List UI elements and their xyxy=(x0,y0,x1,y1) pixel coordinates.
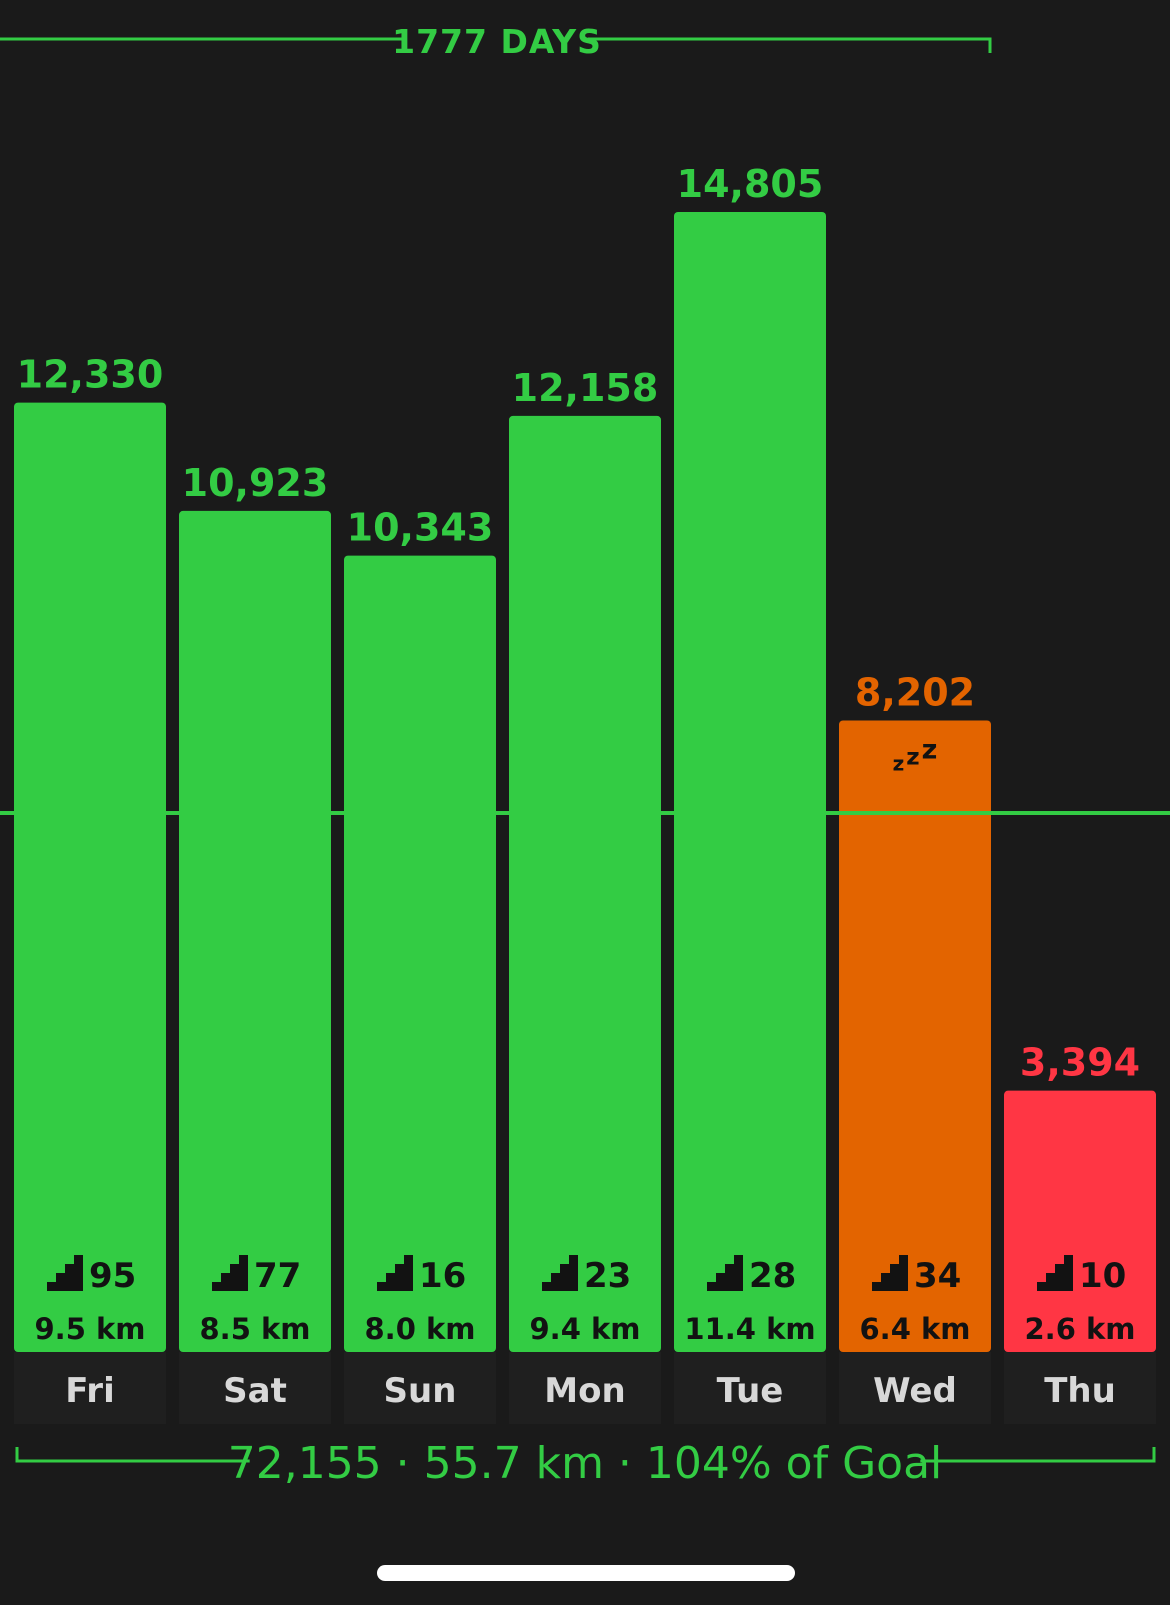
streak-bracket xyxy=(0,37,992,53)
day-label: Sat xyxy=(223,1371,287,1411)
streak-label: 1777 DAYS xyxy=(392,22,602,61)
stairs-icon xyxy=(377,1255,413,1291)
distance-label: 2.6 km xyxy=(1025,1312,1136,1346)
floors-label: 10 xyxy=(1079,1256,1126,1296)
summary-bracket xyxy=(15,1447,1156,1463)
day-label: Wed xyxy=(873,1371,957,1411)
stairs-icon xyxy=(212,1255,248,1291)
stairs-icon xyxy=(707,1255,743,1291)
value-label: 8,202 xyxy=(855,670,975,714)
value-label: 10,923 xyxy=(182,461,329,505)
stairs-icon xyxy=(542,1255,578,1291)
day-band xyxy=(14,1352,166,1424)
value-label: 14,805 xyxy=(677,162,824,206)
day-label: Fri xyxy=(65,1371,114,1411)
distance-label: 9.4 km xyxy=(530,1312,641,1346)
value-label: 12,330 xyxy=(17,353,164,397)
bars xyxy=(14,212,1156,1353)
bar-mon[interactable] xyxy=(509,415,661,1353)
day-band xyxy=(674,1352,826,1424)
sleep-icon: zzz xyxy=(893,734,938,775)
home-indicator[interactable] xyxy=(377,1565,795,1581)
distance-label: 8.0 km xyxy=(365,1312,476,1346)
day-label: Thu xyxy=(1044,1371,1116,1411)
stairs-icon xyxy=(47,1255,83,1291)
day-label: Mon xyxy=(544,1371,625,1411)
bar-sun[interactable] xyxy=(344,555,496,1352)
distance-label: 11.4 km xyxy=(684,1312,815,1346)
distance-label: 8.5 km xyxy=(200,1312,311,1346)
stairs-icon xyxy=(1037,1255,1073,1291)
floors-label: 28 xyxy=(749,1256,796,1296)
day-bands xyxy=(14,1352,1156,1424)
value-label: 3,394 xyxy=(1020,1041,1140,1085)
floors-label: 23 xyxy=(584,1256,631,1296)
bar-tue[interactable] xyxy=(674,212,826,1352)
bar-fri[interactable] xyxy=(14,402,166,1353)
day-band xyxy=(344,1352,496,1424)
day-label: Tue xyxy=(717,1371,784,1411)
value-label: 10,343 xyxy=(347,506,494,550)
day-band xyxy=(1004,1352,1156,1424)
summary-label: 72,155 · 55.7 km · 104% of Goal xyxy=(228,1438,943,1489)
distance-label: 6.4 km xyxy=(860,1312,971,1346)
bar-sat[interactable] xyxy=(179,510,331,1353)
day-band xyxy=(179,1352,331,1424)
floors-label: 95 xyxy=(89,1256,136,1296)
floors-label: 16 xyxy=(419,1256,466,1296)
value-label: 12,158 xyxy=(512,366,659,410)
bar-wed[interactable] xyxy=(839,720,991,1352)
floors-label: 77 xyxy=(254,1256,301,1296)
day-band xyxy=(839,1352,991,1424)
day-label: Sun xyxy=(384,1371,457,1411)
day-band xyxy=(509,1352,661,1424)
bar-labels: 12,330 95 9.5 km Fri 10,923 77 8.5 km Sat 10,343… xyxy=(17,162,1140,1411)
distance-label: 9.5 km xyxy=(35,1312,146,1346)
floors-label: 34 xyxy=(914,1256,961,1296)
stairs-icon xyxy=(872,1255,908,1291)
